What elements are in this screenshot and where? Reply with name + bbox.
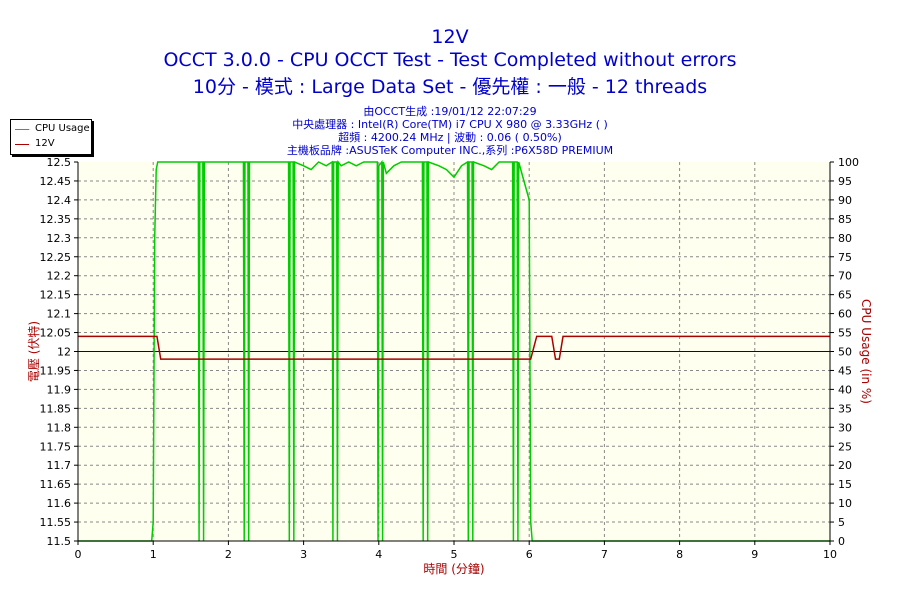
y-left-tick-label: 12.1 bbox=[47, 308, 72, 321]
y-left-tick-label: 11.8 bbox=[47, 421, 72, 434]
y-left-tick-label: 12.2 bbox=[47, 270, 72, 283]
y-left-tick-label: 12.45 bbox=[40, 175, 72, 188]
x-tick-label: 6 bbox=[526, 548, 533, 561]
y-left-axis-title: 電壓 (伏特) bbox=[26, 321, 41, 382]
y-right-tick-label: 55 bbox=[838, 327, 852, 340]
y-right-tick-label: 50 bbox=[838, 346, 852, 359]
x-tick-label: 0 bbox=[75, 548, 82, 561]
y-left-tick-label: 11.9 bbox=[47, 383, 72, 396]
y-right-tick-label: 90 bbox=[838, 194, 852, 207]
y-left-tick-label: 11.65 bbox=[40, 478, 72, 491]
y-left-tick-label: 12.5 bbox=[47, 156, 72, 169]
y-left-tick-label: 12 bbox=[57, 346, 71, 359]
y-right-tick-label: 100 bbox=[838, 156, 859, 169]
y-right-tick-label: 95 bbox=[838, 175, 852, 188]
x-tick-label: 8 bbox=[676, 548, 683, 561]
info-frequency: 超頻 : 4200.24 MHz | 波動 : 0.06 ( 0.50%) bbox=[338, 131, 562, 144]
y-right-tick-label: 35 bbox=[838, 402, 852, 415]
y-left-tick-label: 11.6 bbox=[47, 497, 72, 510]
y-right-tick-label: 10 bbox=[838, 497, 852, 510]
y-right-tick-label: 5 bbox=[838, 516, 845, 529]
chart-subtitle-mode: 10分 - 模式 : Large Data Set - 優先權 : 一般 - 1… bbox=[192, 76, 708, 98]
y-right-tick-label: 45 bbox=[838, 364, 852, 377]
chart-title: 12V bbox=[431, 26, 469, 48]
info-generated: 由OCCT生成 :19/01/12 22:07:29 bbox=[363, 105, 537, 118]
y-right-tick-label: 70 bbox=[838, 270, 852, 283]
x-tick-label: 7 bbox=[601, 548, 608, 561]
y-left-tick-label: 12.35 bbox=[40, 213, 72, 226]
legend-swatch-12v bbox=[15, 144, 29, 145]
y-right-tick-label: 15 bbox=[838, 478, 852, 491]
x-tick-label: 4 bbox=[375, 548, 382, 561]
y-left-tick-label: 11.5 bbox=[47, 535, 72, 548]
y-right-tick-label: 75 bbox=[838, 251, 852, 264]
y-right-tick-label: 80 bbox=[838, 232, 852, 245]
x-axis-title: 時間 (分鐘) bbox=[423, 561, 484, 576]
y-left-tick-label: 12.15 bbox=[40, 289, 72, 302]
series-line-cpu-usage bbox=[78, 159, 830, 542]
y-right-axis-title: CPU Usage (in %) bbox=[859, 299, 873, 404]
info-motherboard: 主機板品牌 :ASUSTeK Computer INC.,系列 :P6X58D … bbox=[286, 144, 614, 157]
y-right-tick-label: 65 bbox=[838, 289, 852, 302]
legend-label-12v: 12V bbox=[35, 138, 55, 149]
x-tick-label: 5 bbox=[451, 548, 458, 561]
legend-swatch-cpu-usage bbox=[15, 129, 29, 130]
x-tick-label: 1 bbox=[150, 548, 157, 561]
x-tick-label: 3 bbox=[300, 548, 307, 561]
y-right-tick-label: 30 bbox=[838, 421, 852, 434]
y-left-tick-label: 12.05 bbox=[40, 327, 72, 340]
x-tick-label: 10 bbox=[823, 548, 837, 561]
series-line-12v bbox=[78, 335, 830, 360]
y-left-tick-label: 11.7 bbox=[47, 459, 72, 472]
legend-label-cpu-usage: CPU Usage bbox=[35, 123, 90, 134]
legend: CPU Usage 12V bbox=[10, 119, 92, 155]
y-right-tick-label: 20 bbox=[838, 459, 852, 472]
info-cpu: 中央處理器 : Intel(R) Core(TM) i7 CPU X 980 @… bbox=[292, 118, 608, 131]
y-left-tick-label: 12.4 bbox=[47, 194, 72, 207]
y-right-tick-label: 25 bbox=[838, 440, 852, 453]
x-tick-label: 2 bbox=[225, 548, 232, 561]
x-tick-label: 9 bbox=[751, 548, 758, 561]
y-right-tick-label: 0 bbox=[838, 535, 845, 548]
y-right-tick-label: 85 bbox=[838, 213, 852, 226]
y-left-tick-label: 11.75 bbox=[40, 440, 72, 453]
y-left-tick-label: 11.95 bbox=[40, 364, 72, 377]
y-left-tick-label: 12.3 bbox=[47, 232, 72, 245]
y-left-tick-label: 12.25 bbox=[40, 251, 72, 264]
y-right-tick-label: 40 bbox=[838, 383, 852, 396]
y-left-tick-label: 11.85 bbox=[40, 402, 72, 415]
y-left-tick-label: 11.55 bbox=[40, 516, 72, 529]
chart-subtitle-test: OCCT 3.0.0 - CPU OCCT Test - Test Comple… bbox=[163, 49, 737, 71]
y-right-tick-label: 60 bbox=[838, 308, 852, 321]
